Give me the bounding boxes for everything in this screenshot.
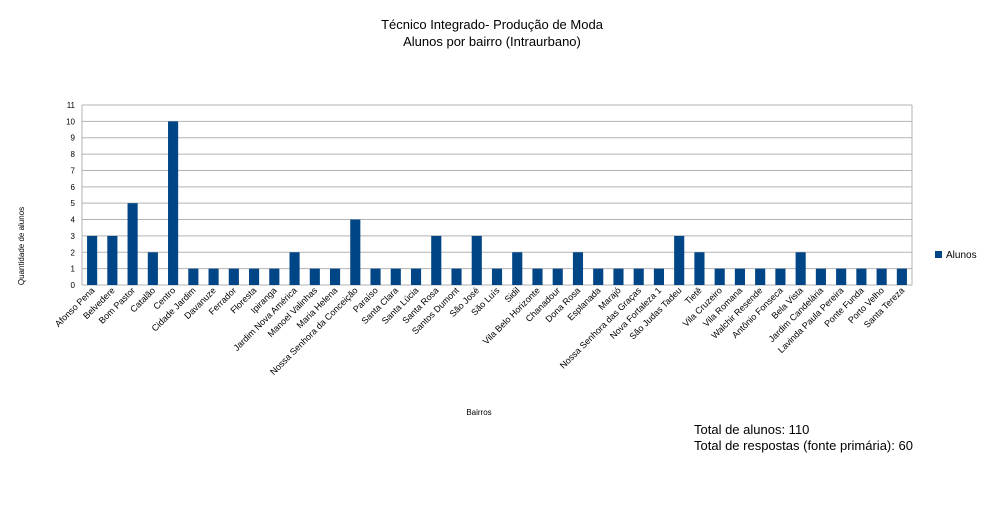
bar xyxy=(856,268,867,285)
bar xyxy=(572,252,584,285)
y-tick-label: 3 xyxy=(71,232,76,241)
bar xyxy=(836,268,847,285)
bar xyxy=(87,235,98,285)
bar xyxy=(147,252,158,285)
y-tick-label: 5 xyxy=(71,199,76,208)
bar xyxy=(633,268,644,285)
y-tick-label: 6 xyxy=(71,183,76,192)
bar xyxy=(289,252,300,285)
bar xyxy=(775,268,786,285)
bar xyxy=(613,268,624,285)
y-tick-label: 9 xyxy=(71,134,76,143)
y-tick-label: 0 xyxy=(71,281,76,290)
summary-footer: Total de alunos: 110 Total de respostas … xyxy=(694,422,913,454)
bar xyxy=(755,268,766,285)
y-tick-label: 4 xyxy=(71,216,76,225)
y-tick-label: 1 xyxy=(71,265,76,274)
bar xyxy=(491,268,503,285)
total-responses-text: Total de respostas (fonte primária): 60 xyxy=(694,438,913,453)
bar xyxy=(350,219,361,285)
bar xyxy=(471,235,482,285)
bar xyxy=(653,268,665,285)
y-tick-label: 8 xyxy=(71,150,76,159)
bar xyxy=(127,203,138,285)
y-tick-label: 7 xyxy=(71,166,76,175)
y-axis-label: Quantidade de alunos xyxy=(17,207,26,285)
bar xyxy=(410,268,422,285)
gridlines xyxy=(81,104,913,286)
x-axis-label: Bairros xyxy=(466,408,491,417)
y-tick-label: 11 xyxy=(67,101,76,110)
total-students-text: Total de alunos: 110 xyxy=(694,422,810,437)
bar xyxy=(896,268,907,285)
chart-subtitle: Alunos por bairro (Intraurbano) xyxy=(403,34,581,49)
bar xyxy=(876,268,887,285)
bar xyxy=(532,268,543,285)
bar xyxy=(431,235,442,285)
bar xyxy=(208,268,219,285)
bar xyxy=(107,235,118,285)
bar xyxy=(228,268,239,285)
bar xyxy=(451,268,462,285)
bar xyxy=(674,235,685,285)
y-tick-label: 10 xyxy=(66,117,75,126)
bar xyxy=(795,252,806,285)
bars xyxy=(87,121,907,285)
legend-label: Alunos xyxy=(946,250,977,261)
bar xyxy=(734,268,745,285)
bar xyxy=(329,268,341,285)
bar xyxy=(694,252,705,285)
bar xyxy=(512,252,523,285)
legend-swatch xyxy=(935,251,942,258)
bar xyxy=(552,268,563,285)
bar xyxy=(815,268,826,285)
bar xyxy=(188,268,199,285)
legend: Alunos xyxy=(935,250,977,261)
bar xyxy=(390,268,401,285)
y-tick-label: 2 xyxy=(71,248,76,257)
y-axis-ticks: 0 1 2 3 4 5 6 7 8 9 10 11 xyxy=(66,101,75,290)
bar xyxy=(714,268,725,285)
bar xyxy=(593,268,604,285)
bar xyxy=(168,121,179,285)
bar xyxy=(370,268,381,285)
bar xyxy=(249,268,260,285)
chart-title: Técnico Integrado- Produção de Moda xyxy=(381,17,604,32)
bar xyxy=(269,268,280,285)
bar xyxy=(309,268,320,285)
